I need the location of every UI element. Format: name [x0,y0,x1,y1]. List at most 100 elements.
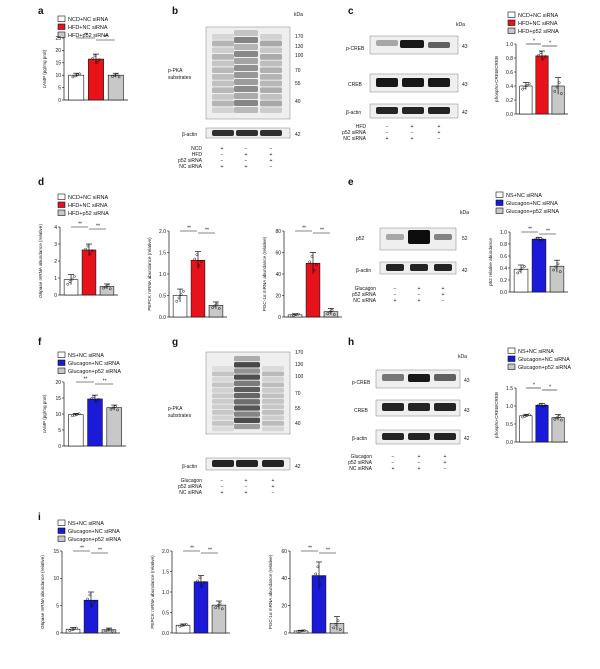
treat-h-1-1: − [418,460,421,466]
chart-d1-point-2-1 [104,285,108,289]
legend-a-label-1: HFD+NC siRNA [68,25,108,31]
blot-h-creb-band-1 [408,403,430,411]
chart-e-bar-1 [531,238,547,293]
treat-c-1-0: − [386,130,389,136]
chart-d1-point-0-0 [66,282,70,286]
treat-e-2-0: + [394,298,397,304]
blot-e-actin-label: β-actin [356,268,371,274]
chart-i3-point-1-2 [318,583,322,586]
treat-c-0-2: + [438,124,441,130]
chart-d1-point-2-2 [106,284,110,287]
chart-c-point-2-3 [560,92,563,95]
blot-c-pcreb-band-2 [428,42,450,48]
chart-i1-tick-label-3: 15 [53,549,59,555]
legend-d-swatch-0 [57,193,66,200]
chart-d1-ylabel: G6pase mRNA abundance (relative) [38,224,43,298]
chart-c-tick-label-2: 0.4 [506,84,513,90]
chart-e-tick-label-5: 1.0 [500,230,507,236]
chart-d1-point-0-3 [72,275,76,278]
blot-g-lane3-stripe-7 [262,404,284,410]
legend-h-label-2: Glucagon+p52 siRNA [518,365,571,371]
blot-g-lane2-stripe-7 [234,399,260,405]
treat-g-label-0: Glucagon [181,478,203,484]
chart-i3-point-2-0 [332,626,336,630]
treat-g-1-1: − [245,484,248,490]
blot-b-lane1-stripe-4 [212,60,234,67]
panel-letter-g: g [172,337,178,348]
chart-d3-tick-label-2: 40 [275,272,281,278]
chart-d1-tick-label-0: 0 [54,293,57,299]
chart-a-point-2-1 [113,74,117,77]
legend-f-swatch-2 [57,367,66,374]
treat-g-2-2: − [272,490,275,496]
blot-h-marker-0: 43 [464,378,470,384]
blot-b-marker-5: 40 [295,99,301,105]
chart-e-tick-label-4: 0.8 [500,242,507,248]
legend-h-swatch-0 [507,347,516,354]
treat-b-2-0: − [221,158,224,164]
chart-h-point-2-2 [557,415,561,418]
blot-g-lane3-stripe-9 [262,415,284,421]
chart-i2-point-2-1 [216,604,220,607]
chart-e-point-0-0 [516,271,520,275]
chart-d3-point-2-3 [332,313,336,316]
blot-g-marker-0: 170 [295,350,304,356]
chart-i2-tick-label-3: 1.5 [162,569,169,575]
chart-c-tick-label-3: 0.6 [506,70,513,76]
chart-a-point-0-1 [73,74,77,78]
chart-i3-point-2-1 [334,622,338,626]
chart-d1-point-1-3 [90,249,94,253]
legend-a-label-2: HFD+p52 siRNA [68,33,109,39]
treat-e-0-1: + [418,286,421,292]
chart-d3-tick-label-3: 60 [275,250,281,256]
chart-i3-ylabel: PGC-1α mRNA abundance (relative) [268,554,273,629]
blot-b-ppka-frame [205,26,291,120]
treat-b-0-1: − [245,146,248,152]
blot-g-lane1-stripe-11 [212,426,234,432]
chart-c-sig-0: * [533,39,535,45]
chart-d3-point-2-2 [330,309,334,312]
treat-g-1-2: + [272,484,275,490]
chart-a-bar-0 [68,74,85,101]
chart-d2-point-1-1 [195,253,199,257]
chart-e-point-2-2 [556,262,560,266]
blot-b-lane1-stripe-7 [212,80,234,87]
blot-e-marker-1: 42 [462,268,468,274]
chart-a-point-1-1 [93,54,97,58]
chart-e-ylabel: p52 relative abundance [488,238,493,286]
legend-e-label-0: NS+NC siRNA [506,193,542,199]
chart-i1-point-2-2 [108,627,112,631]
chart-c-point-1-0 [537,53,541,57]
chart-i2-sig-0: ** [190,546,194,552]
blot-b-actin-band-2 [260,130,282,136]
blot-g-lane1-stripe-9 [212,415,234,421]
chart-c-ylabel: phospho-CREB/CREB [494,56,499,102]
blot-c-pcreb-band-0 [376,40,398,46]
legend-d-label-1: HFD+NC siRNA [68,203,108,209]
chart-e-point-2-0 [552,268,556,272]
chart-c-point-1-2 [541,57,545,61]
blot-b-lane1 [212,34,234,114]
legend-d-swatch-1 [57,201,66,208]
treat-e-0-0: − [394,286,397,292]
legend-h-label-1: Glucagon+NC siRNA [518,357,570,363]
treat-e-1-2: + [442,292,445,298]
treat-h-label-0: Glucagon [351,454,373,460]
blot-b-lane2 [234,30,258,113]
chart-i3-point-1-0 [314,572,318,576]
chart-e-point-2-3 [558,270,562,273]
treat-c-2-2: − [438,136,441,142]
chart-i3-tick-label-2: 40 [281,576,287,582]
chart-a-point-0-0 [71,75,75,79]
chart-h-tick-label-0: 0.0 [506,440,513,446]
chart-d1-point-2-3 [108,287,112,291]
chart-e-point-2-1 [554,265,558,269]
blot-b-actin-marker: 42 [295,132,301,138]
legend-e-swatch-0 [495,191,504,198]
treat-g-label-2: NC siRNA [179,490,202,496]
treat-b-3-2: − [270,164,273,170]
legend-i-swatch-2 [57,535,66,542]
treat-c-1-2: + [438,130,441,136]
treat-b-label-2: p52 siRNA [178,158,203,164]
blot-h-pcreb-band-0 [382,374,404,381]
